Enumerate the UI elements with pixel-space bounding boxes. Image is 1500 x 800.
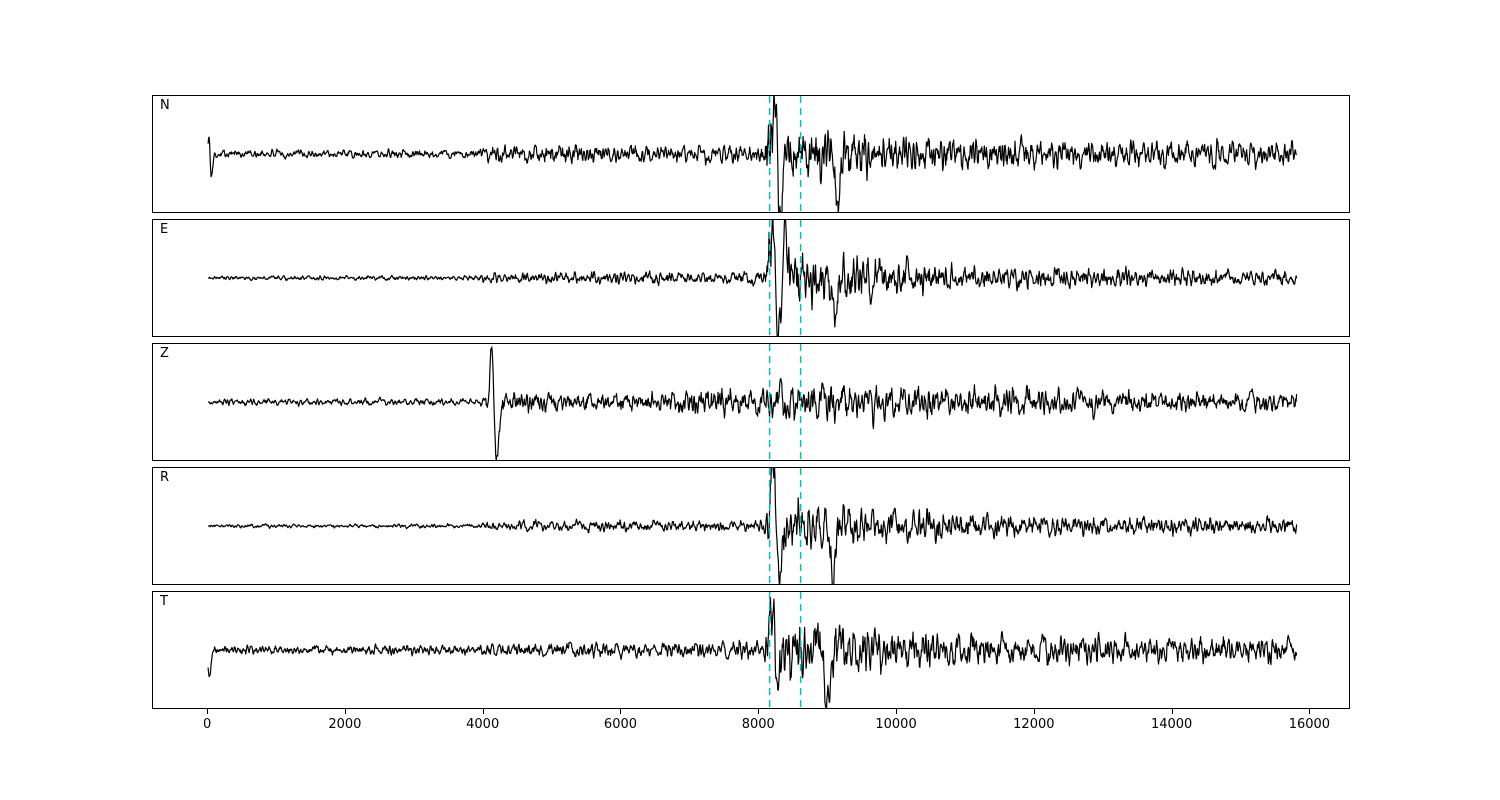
seismic-trace-N: [207, 96, 1298, 212]
waveform-plot-N: [207, 96, 1298, 212]
x-tick: [207, 709, 209, 714]
panel-label: R: [160, 470, 170, 485]
panel-E: E: [152, 219, 1350, 337]
waveform-plot-T: [207, 592, 1298, 708]
x-tick-label: 4000: [466, 717, 500, 732]
x-tick: [482, 709, 484, 714]
panel-Z: Z: [152, 343, 1350, 461]
x-tick-label: 6000: [603, 717, 638, 732]
x-tick-label: 10000: [875, 717, 917, 732]
waveform-plot-E: [207, 220, 1298, 336]
seismic-trace-E: [207, 220, 1298, 336]
x-tick: [344, 709, 346, 714]
waveform-plot-Z: [207, 344, 1298, 460]
x-tick-label: 8000: [741, 717, 775, 732]
x-tick: [758, 709, 760, 714]
x-tick-label: 16000: [1288, 717, 1331, 732]
x-tick: [1171, 709, 1173, 714]
panel-R: R: [152, 467, 1350, 585]
panel-label: Z: [160, 346, 169, 361]
x-tick: [1309, 709, 1311, 714]
panel-N: N: [152, 95, 1350, 213]
waveform-plot-R: [207, 468, 1298, 584]
x-tick-label: 2000: [328, 717, 362, 732]
panel-label: N: [160, 98, 170, 113]
x-tick-label: 12000: [1013, 717, 1055, 732]
x-tick-label: 0: [202, 717, 212, 732]
panel-T: T: [152, 591, 1350, 709]
panel-label: E: [160, 222, 169, 237]
x-tick: [620, 709, 622, 714]
x-tick: [1033, 709, 1035, 714]
seismic-trace-Z: [207, 346, 1298, 460]
x-tick: [896, 709, 898, 714]
x-tick-label: 14000: [1150, 717, 1193, 732]
seismic-trace-T: [207, 596, 1298, 708]
seismic-trace-R: [207, 468, 1298, 584]
panel-label: T: [160, 594, 168, 609]
